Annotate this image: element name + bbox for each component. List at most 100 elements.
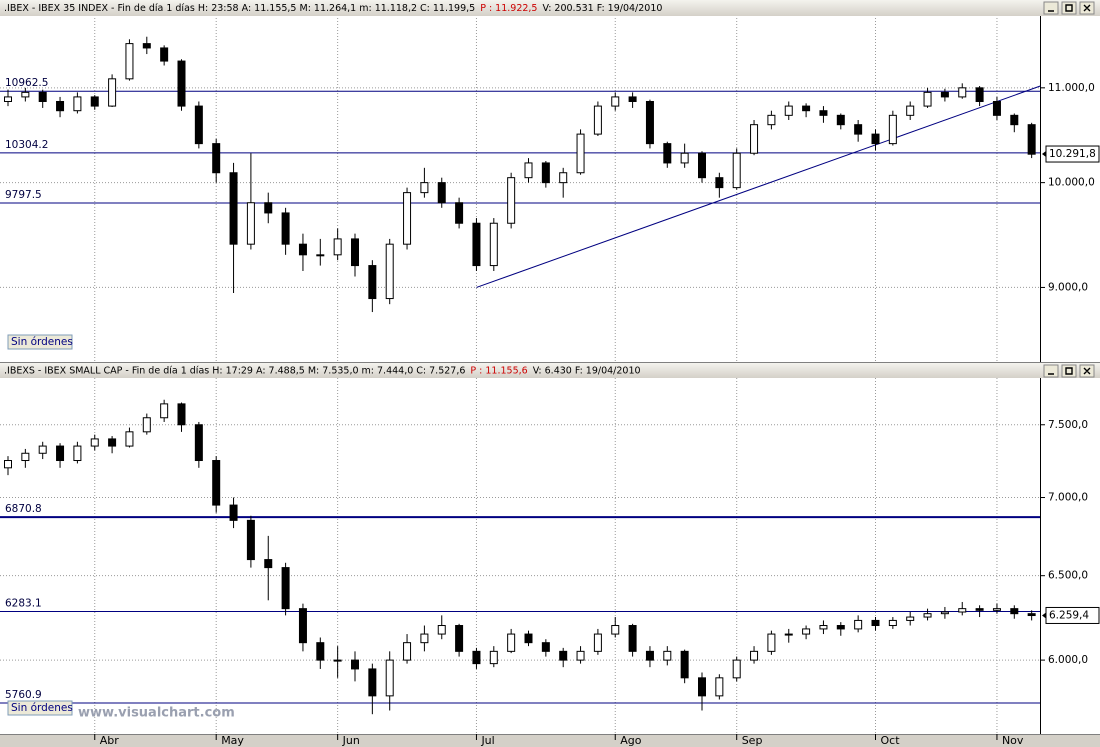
candle-body	[403, 642, 412, 661]
title-part: .IBEXS - IBEX SMALL CAP - Fin de día 1 d…	[4, 365, 465, 376]
title-part: V: 200.531 F: 19/04/2010	[542, 3, 662, 14]
candle-body	[56, 100, 65, 112]
candle-body	[56, 445, 65, 462]
candle-body	[4, 96, 12, 102]
candle-body	[680, 152, 689, 164]
candle-body	[524, 162, 533, 179]
candle-body	[229, 172, 238, 245]
candle-body	[489, 650, 498, 665]
candle-body	[212, 460, 221, 506]
candle-body	[333, 659, 342, 662]
candle-body	[698, 152, 706, 179]
y-tick-label: 10.000,0	[1048, 177, 1095, 189]
last-price-box	[1045, 145, 1100, 163]
candle-body	[854, 619, 863, 630]
candle-body	[437, 625, 446, 635]
candle-body	[923, 91, 932, 107]
x-tick-label: Ago	[620, 734, 642, 747]
candle-body	[1010, 114, 1019, 126]
candle-body	[4, 460, 12, 469]
y-tick-label: 6.500,0	[1048, 570, 1088, 582]
candle-body	[316, 254, 325, 257]
candle-body	[385, 243, 394, 300]
candle-body	[906, 616, 915, 621]
title-part: .IBEX - IBEX 35 INDEX - Fin de día 1 día…	[4, 3, 475, 14]
maximize-button[interactable]	[1061, 1, 1077, 15]
y-tick-label: 7.000,0	[1048, 492, 1088, 504]
candle-body	[715, 677, 724, 697]
candle-body	[888, 114, 897, 145]
candle-body	[767, 633, 776, 652]
candle-body	[819, 625, 828, 630]
candle-body	[125, 431, 134, 447]
level-label: 10962.5	[5, 77, 48, 89]
last-price-pointer	[1042, 612, 1046, 619]
candle-body	[750, 650, 759, 661]
candle-body	[351, 238, 359, 267]
candle-body	[472, 222, 481, 267]
last-price-box	[1045, 606, 1100, 624]
candle-body	[559, 172, 568, 184]
candle-body	[541, 642, 550, 652]
title-part: P : 11.155,6	[470, 365, 527, 376]
y-tick-label: 6.000,0	[1048, 654, 1088, 666]
order-button-label: Sin órdenes	[11, 336, 73, 348]
candle-body	[212, 143, 221, 174]
candle-body	[923, 613, 932, 618]
candle-body	[992, 608, 1001, 611]
x-tick-label: Jun	[342, 734, 360, 747]
candle-body	[264, 559, 273, 569]
candle-body	[767, 114, 776, 126]
candle-body	[559, 650, 568, 661]
x-tick-label: Jul	[480, 734, 494, 747]
candle-body	[732, 152, 741, 189]
candle-body	[593, 105, 602, 135]
candle-body	[21, 91, 30, 98]
candle-body	[611, 96, 620, 107]
minimize-button[interactable]	[1043, 1, 1059, 15]
y-tick-label: 7.500,0	[1048, 419, 1088, 431]
candle-body	[576, 650, 585, 661]
candle-body	[160, 47, 169, 62]
candle-body	[836, 114, 845, 126]
trend-line	[476, 85, 1041, 288]
candle-body	[854, 124, 863, 135]
candle-body	[611, 625, 620, 635]
candle-body	[489, 222, 498, 267]
candle-body	[73, 96, 82, 112]
candle-body	[246, 202, 255, 245]
content: .IBEX - IBEX 35 INDEX - Fin de día 1 día…	[0, 3, 1100, 747]
candle-body	[507, 177, 516, 224]
candle-body	[420, 182, 429, 194]
panel-title: .IBEXS - IBEX SMALL CAP - Fin de día 1 d…	[4, 365, 641, 376]
candle-body	[73, 445, 82, 462]
candle-body	[715, 177, 724, 189]
level-label: 9797.5	[5, 189, 42, 201]
last-price-label: 10.291,8	[1049, 148, 1096, 160]
candle-body	[802, 105, 811, 112]
panel-title: .IBEX - IBEX 35 INDEX - Fin de día 1 día…	[4, 3, 662, 14]
maximize-button[interactable]	[1061, 364, 1077, 378]
level-label: 5760.9	[5, 689, 42, 701]
order-button[interactable]	[7, 700, 73, 716]
last-price-label: 6.259,4	[1049, 609, 1089, 621]
candle-body	[142, 43, 151, 49]
panel-header	[0, 0, 1100, 16]
candle-body	[628, 96, 637, 102]
candle-body	[90, 438, 99, 447]
candle-body	[1027, 613, 1036, 617]
level-label: 6283.1	[5, 597, 42, 609]
candle-body	[246, 519, 255, 561]
candle-body	[541, 162, 550, 184]
candle-body	[992, 100, 1001, 116]
y-tick-label: 9.000,0	[1048, 281, 1088, 293]
candle-body	[958, 87, 967, 98]
candle-body	[593, 633, 602, 652]
minimize-button[interactable]	[1043, 364, 1059, 378]
candle-body	[663, 650, 672, 661]
title-part: V: 6.430 F: 19/04/2010	[533, 365, 641, 376]
x-tick-label: Sep	[742, 734, 763, 747]
x-tick-label: May	[221, 734, 244, 747]
time-axis	[0, 734, 1100, 747]
order-button[interactable]	[7, 334, 73, 350]
